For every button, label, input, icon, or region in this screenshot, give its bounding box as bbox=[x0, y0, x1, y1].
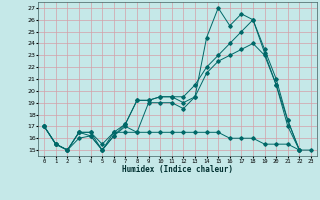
X-axis label: Humidex (Indice chaleur): Humidex (Indice chaleur) bbox=[122, 165, 233, 174]
